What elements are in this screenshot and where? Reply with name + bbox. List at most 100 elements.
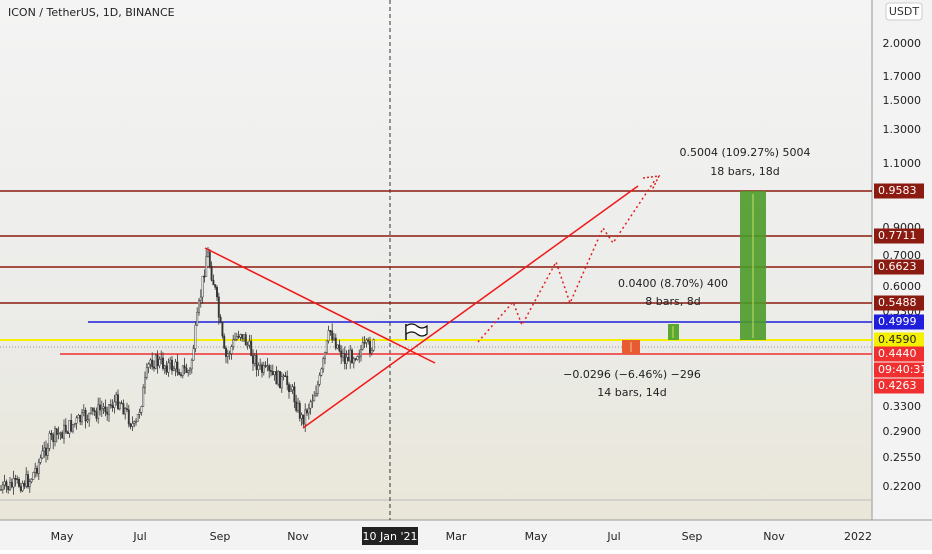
price-tag: 0.5488 <box>878 296 917 309</box>
candle-body <box>302 414 305 425</box>
candle-body <box>117 394 119 410</box>
candle-body <box>338 344 341 352</box>
candle-body <box>111 405 114 408</box>
candle-body <box>342 353 344 358</box>
candle-body <box>0 489 2 491</box>
candle-body <box>277 371 280 385</box>
candle-body <box>280 376 283 389</box>
candle-body <box>189 368 191 372</box>
candle-body <box>118 402 121 410</box>
price-tag-bg <box>874 362 924 378</box>
candle-body <box>90 407 92 414</box>
candle-body <box>210 265 213 281</box>
candle-body <box>108 404 110 415</box>
candle-body <box>16 478 19 481</box>
candle-body <box>356 356 359 360</box>
candle-body <box>329 330 332 332</box>
candle-body <box>336 344 339 349</box>
price-axis-label: 0.2550 <box>883 451 922 464</box>
candle-body <box>259 364 262 367</box>
candle-body <box>291 386 294 391</box>
candle-body <box>243 334 245 339</box>
candle-body <box>241 334 244 339</box>
candle-body <box>293 386 296 403</box>
candle-body <box>28 481 31 488</box>
candle-body <box>187 370 190 373</box>
candle-body <box>172 368 175 371</box>
currency-label[interactable]: USDT <box>889 5 920 18</box>
candle-body <box>126 408 128 410</box>
candle-body <box>358 355 361 358</box>
candle-body <box>160 357 163 360</box>
candle-body <box>136 413 139 422</box>
candle-body <box>82 409 85 413</box>
candle-body <box>127 409 130 425</box>
candle-body <box>225 347 227 357</box>
candle-body <box>77 415 80 419</box>
candle-body <box>273 371 276 375</box>
time-axis-label: 2022 <box>844 530 872 543</box>
candle-body <box>135 421 137 423</box>
price-tag-bg <box>874 228 924 244</box>
measure-span: 8 bars, 8d <box>645 295 700 308</box>
candle-body <box>39 457 42 463</box>
chart-title: ICON / TetherUS, 1D, BINANCE <box>8 6 175 19</box>
candle-body <box>124 408 127 415</box>
candle-body <box>102 406 105 409</box>
price-tag-bg <box>874 295 924 311</box>
candle-body <box>228 353 231 355</box>
candle-body <box>316 384 319 394</box>
candle-body <box>297 402 299 411</box>
candle-body <box>372 339 375 351</box>
candle-body <box>207 251 209 258</box>
candle-body <box>298 402 301 419</box>
candle-body <box>59 432 62 434</box>
price-tag: 0.4263 <box>878 379 917 392</box>
candle-body <box>70 420 73 432</box>
candle-body <box>50 432 53 435</box>
price-tag: 0.7711 <box>878 229 917 242</box>
time-axis-label: Sep <box>210 530 231 543</box>
candle-body <box>99 404 101 411</box>
candle-body <box>190 359 193 370</box>
time-axis-label: Jul <box>606 530 620 543</box>
time-axis-label: May <box>525 530 548 543</box>
candle-body <box>66 431 69 434</box>
measure-change: 0.0400 (8.70%) 400 <box>618 277 728 290</box>
candle-body <box>324 352 326 359</box>
candle-body <box>57 433 60 435</box>
price-tag: 0.4590 <box>878 333 917 346</box>
time-axis-label: Jul <box>132 530 146 543</box>
candle-body <box>86 419 89 422</box>
candle-body <box>194 324 197 349</box>
candle-body <box>282 375 285 377</box>
candle-body <box>142 387 145 407</box>
candle-body <box>205 256 208 277</box>
candle-body <box>284 375 287 377</box>
candle-body <box>45 447 47 456</box>
candle-body <box>54 428 56 442</box>
price-tag-bg <box>874 259 924 275</box>
candle-body <box>250 340 253 356</box>
candle-body <box>183 365 186 369</box>
candle-body <box>176 361 179 373</box>
measure-span: 14 bars, 14d <box>597 386 666 399</box>
currency-button[interactable] <box>885 2 923 21</box>
candle-body <box>12 478 15 488</box>
candle-body <box>334 337 337 349</box>
candle-body <box>88 412 91 421</box>
candle-body <box>68 420 71 434</box>
candle-body <box>216 287 218 298</box>
trend-line <box>302 185 639 429</box>
crosshair-date-bg <box>362 527 418 545</box>
candle-body <box>217 296 220 318</box>
candle-body <box>46 448 49 456</box>
candle-body <box>214 284 217 288</box>
candle-body <box>43 447 46 452</box>
candle-body <box>300 414 303 419</box>
candle-body <box>232 339 235 347</box>
labels: 2.00001.70001.50001.30001.10000.90000.70… <box>51 37 927 545</box>
candle-body <box>223 335 226 349</box>
candle-body <box>95 411 98 419</box>
candle-body <box>192 348 195 361</box>
